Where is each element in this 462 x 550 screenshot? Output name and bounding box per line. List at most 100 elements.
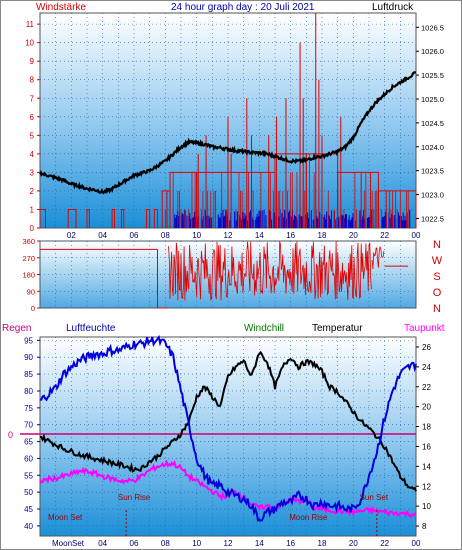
x-tick-label: 06 <box>130 539 139 548</box>
y-tick-label: 1024.5 <box>421 119 444 128</box>
x-tick-label: 12 <box>224 539 233 548</box>
panel2-left-axis: 0 90 180 270 360 <box>22 237 40 313</box>
x-tick-label: 10 <box>192 231 201 240</box>
y-tick-label: 20 <box>422 403 431 412</box>
x-tick-label: 16 <box>286 231 295 240</box>
event-moon-set: Moon Set <box>48 513 83 522</box>
wind-speed-block <box>120 208 125 228</box>
event-moon-set-bottom: MoonSet <box>52 539 85 548</box>
y-tick-label: 90 <box>24 353 33 362</box>
header-windstaerke: Windstärke <box>36 2 86 13</box>
y-tick-label: 14 <box>422 462 431 471</box>
wind-direction-trace <box>40 241 409 309</box>
y-tick-label: 11 <box>26 20 35 29</box>
y-tick-label: 180 <box>22 271 35 280</box>
y-tick-label: 6 <box>30 113 35 122</box>
y-tick-label: 3 <box>30 168 35 177</box>
panel1-wind-speed <box>39 153 417 228</box>
wind-speed-block <box>146 208 151 228</box>
x-tick-label: 04 <box>98 231 107 240</box>
y-tick-label: 80 <box>24 387 33 396</box>
panel1-wind-gusts <box>166 13 387 228</box>
y-tick-label: 40 <box>24 522 33 531</box>
label-windchill: Windchill <box>244 323 284 334</box>
y-tick-label: 85 <box>24 370 33 379</box>
x-tick-label: 20 <box>349 231 358 240</box>
rain-zero-label: 0 <box>8 430 13 440</box>
panel1-right-axis: 1022.5 1023.0 1023.5 1024.0 1024.5 1025.0 1025… <box>416 23 444 223</box>
x-tick-label: 14 <box>255 539 264 548</box>
label-taupunkt: Taupunkt <box>404 323 445 334</box>
y-tick-label: 70 <box>24 421 33 430</box>
label-temperatur: Temperatur <box>312 323 363 334</box>
y-tick-label: 75 <box>24 404 33 413</box>
y-tick-label: 10 <box>422 502 431 511</box>
wind-speed-block <box>39 208 46 228</box>
y-tick-label: 0 <box>31 304 35 313</box>
y-tick-label: 1 <box>30 205 35 214</box>
x-tick-label: 00 <box>412 539 421 548</box>
x-tick-label: 22 <box>380 231 389 240</box>
panel3-left-axis: 40 45 50 55 60 65 70 75 80 85 90 95 <box>24 336 40 531</box>
x-tick-label: 14 <box>255 231 264 240</box>
wind-speed-block <box>111 208 115 228</box>
wind-speed-block <box>153 208 158 228</box>
x-tick-label: 10 <box>192 539 201 548</box>
y-tick-label: 45 <box>24 505 33 514</box>
x-tick-label: 22 <box>380 539 389 548</box>
y-tick-label: 5 <box>30 131 35 140</box>
humidity-line <box>39 334 417 522</box>
x-tick-label: 16 <box>286 539 295 548</box>
x-tick-label: 18 <box>318 539 327 548</box>
y-tick-label: 7 <box>30 94 35 103</box>
y-tick-label: 26 <box>422 343 431 352</box>
panel1-left-axis: 0 1 2 3 4 5 6 7 8 9 10 11 <box>25 20 40 233</box>
header-title: 24 hour graph day : 20 Juli 2021 <box>171 2 315 13</box>
wind-speed-block <box>86 208 90 228</box>
y-tick-label: 360 <box>22 237 35 246</box>
y-tick-label: 1022.5 <box>421 214 444 223</box>
x-tick-label: 08 <box>161 231 170 240</box>
y-tick-label: 1024.0 <box>421 143 444 152</box>
sun-moon-events: Sun Rise Sun Set Moon Set Moon Rise <box>48 493 389 536</box>
y-tick-label: 90 <box>27 287 35 296</box>
y-tick-label: 8 <box>422 522 427 531</box>
y-tick-label: 1023.5 <box>421 167 444 176</box>
y-tick-label: 0 <box>30 224 35 233</box>
y-tick-label: 2 <box>30 187 35 196</box>
x-tick-label: 00 <box>412 231 421 240</box>
y-tick-label: 1025.5 <box>421 71 444 80</box>
wind-dir-tail-noise <box>371 246 385 270</box>
temperature-humidity-panel: Sun Rise Sun Set Moon Set Moon Rise 40 45 50 5… <box>8 334 431 548</box>
compass-label: N <box>433 303 441 315</box>
x-tick-label: 12 <box>224 231 233 240</box>
wind-dir-active <box>168 241 372 301</box>
dewpoint-line <box>39 459 417 519</box>
compass-label: O <box>433 287 442 299</box>
event-moon-rise: Moon Rise <box>289 513 328 522</box>
y-tick-label: 55 <box>24 471 33 480</box>
y-tick-label: 270 <box>22 254 35 263</box>
y-tick-label: 1026.5 <box>421 23 444 32</box>
panel1-x-axis: 02 04 06 08 10 12 14 16 18 20 22 00 <box>67 231 421 240</box>
compass-label: W <box>432 255 443 267</box>
y-tick-label: 10 <box>25 39 34 48</box>
panel3-right-axis: 8 10 12 14 16 18 20 22 24 26 <box>416 343 431 531</box>
x-tick-label: 18 <box>318 231 327 240</box>
y-tick-label: 22 <box>422 383 431 392</box>
label-luftfeuchte: Luftfeuchte <box>66 323 116 334</box>
x-tick-label: 04 <box>98 539 107 548</box>
y-tick-label: 65 <box>24 438 33 447</box>
x-tick-label: 20 <box>349 539 358 548</box>
x-tick-label: 06 <box>130 231 139 240</box>
y-tick-label: 12 <box>422 482 431 491</box>
y-tick-label: 1025.0 <box>421 95 444 104</box>
panel3-x-axis: MoonSet 04 06 08 10 12 14 16 18 20 22 00 <box>52 539 421 548</box>
y-tick-label: 9 <box>30 57 35 66</box>
label-regen: Regen <box>2 323 31 334</box>
y-tick-label: 8 <box>30 76 35 85</box>
